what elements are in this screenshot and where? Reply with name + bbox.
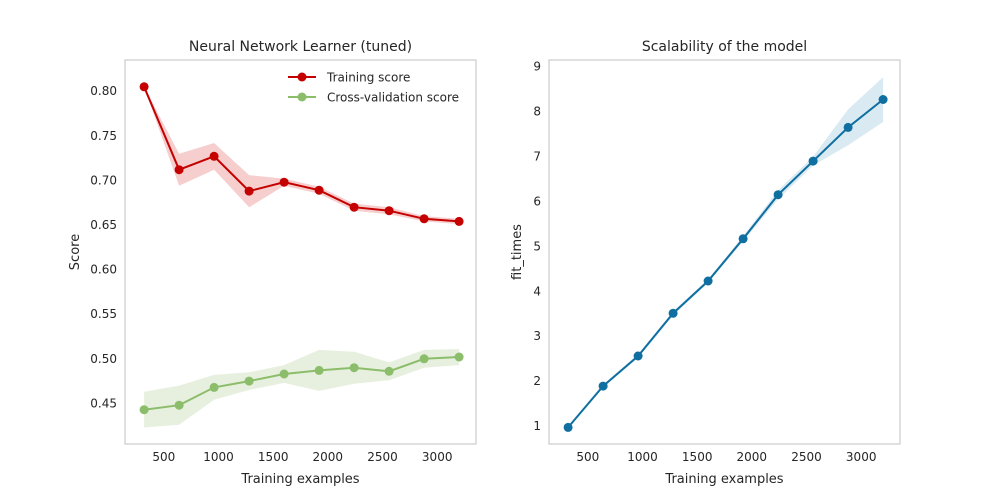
- y-tick-label: 5: [533, 239, 541, 253]
- y-tick-label: 0.50: [90, 352, 117, 366]
- y-tick-label: 3: [533, 329, 541, 343]
- series-line-0: [143, 86, 460, 223]
- data-point: [139, 82, 149, 92]
- series-line-1: [143, 356, 460, 411]
- data-point: [454, 216, 464, 226]
- data-point: [349, 202, 359, 212]
- x-tick-label: 2500: [791, 450, 822, 464]
- data-point: [738, 234, 748, 244]
- data-point: [419, 214, 429, 224]
- y-tick-label: 7: [533, 150, 541, 164]
- x-tick-label: 500: [576, 450, 599, 464]
- data-point: [454, 352, 464, 362]
- confidence-bands: [144, 86, 460, 428]
- x-tick-label: 1500: [258, 450, 289, 464]
- data-point: [209, 382, 219, 392]
- y-tick-label: 0.80: [90, 84, 117, 98]
- y-axis-label: Score: [68, 234, 83, 270]
- legend-label-training: Training score: [326, 71, 410, 85]
- data-point: [244, 186, 254, 196]
- legend-marker-cv: [297, 92, 307, 102]
- data-point: [419, 354, 429, 364]
- x-tick-label: 3000: [422, 450, 453, 464]
- data-point: [314, 185, 324, 195]
- x-tick-label: 1500: [682, 450, 713, 464]
- y-tick-label: 0.70: [90, 173, 117, 187]
- data-point: [878, 95, 888, 104]
- series-lines: [139, 82, 464, 415]
- data-point: [139, 405, 149, 415]
- x-ticks: 500 1000 1500 2000 2500 3000: [576, 450, 876, 464]
- learning-curve-panel: Neural Network Learner (tuned) Training …: [68, 39, 477, 487]
- y-tick-label: 0.75: [90, 129, 117, 143]
- x-tick-label: 2000: [737, 450, 768, 464]
- x-tick-label: 2500: [367, 450, 398, 464]
- x-tick-label: 500: [152, 450, 175, 464]
- data-point: [668, 308, 678, 318]
- y-tick-label: 0.60: [90, 263, 117, 277]
- data-point: [563, 422, 573, 432]
- data-point: [349, 363, 359, 373]
- y-tick-label: 8: [533, 105, 541, 119]
- y-tick-label: 4: [533, 284, 541, 298]
- y-tick-label: 0.65: [90, 218, 117, 232]
- y-tick-label: 6: [533, 195, 541, 209]
- data-point: [314, 365, 324, 375]
- confidence-bands: [568, 77, 884, 429]
- y-tick-label: 2: [533, 374, 541, 388]
- data-point: [703, 276, 713, 286]
- x-tick-label: 3000: [846, 450, 877, 464]
- x-axis-label: Training examples: [240, 472, 359, 487]
- data-point: [384, 206, 394, 216]
- y-tick-label: 1: [533, 419, 541, 433]
- data-point: [633, 351, 643, 361]
- data-point: [808, 156, 818, 166]
- chart-title: Scalability of the model: [642, 39, 807, 55]
- x-tick-label: 2000: [313, 450, 344, 464]
- scalability-panel: Scalability of the model Training exampl…: [510, 39, 901, 487]
- x-axis-label: Training examples: [664, 472, 783, 487]
- y-tick-label: 9: [533, 60, 541, 74]
- confidence-band-0: [568, 77, 884, 429]
- x-ticks: 500 1000 1500 2000 2500 3000: [152, 450, 452, 464]
- confidence-band-1: [144, 349, 460, 428]
- series-line-0: [567, 98, 884, 429]
- series-lines: [563, 95, 888, 432]
- y-tick-label: 0.45: [90, 396, 117, 410]
- data-point: [279, 177, 289, 187]
- data-point: [279, 369, 289, 379]
- chart-title: Neural Network Learner (tuned): [189, 39, 412, 55]
- data-point: [773, 190, 783, 200]
- legend-marker-training: [297, 72, 307, 82]
- data-point: [244, 376, 254, 386]
- legend-label-cv: Cross-validation score: [327, 91, 459, 105]
- legend: Training score Cross-validation score: [288, 71, 459, 105]
- x-tick-label: 1000: [627, 450, 658, 464]
- data-point: [384, 366, 394, 376]
- y-ticks: 1 2 3 4 5 6 7 8 9: [533, 60, 541, 433]
- data-point: [843, 122, 853, 132]
- y-ticks: 0.45 0.50 0.55 0.60 0.65 0.70 0.75 0.80: [90, 84, 117, 410]
- data-point: [209, 151, 219, 161]
- y-tick-label: 0.55: [90, 307, 117, 321]
- data-point: [174, 165, 184, 175]
- data-point: [598, 381, 608, 391]
- confidence-band-0: [144, 86, 460, 225]
- data-point: [174, 400, 184, 410]
- y-axis-label: fit_times: [510, 224, 525, 280]
- x-tick-label: 1000: [203, 450, 234, 464]
